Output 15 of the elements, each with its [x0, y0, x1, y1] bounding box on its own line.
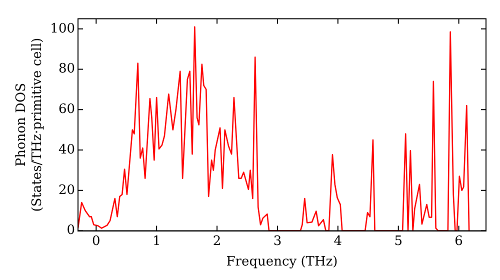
x-axis-title: Frequency (THz) [226, 254, 338, 270]
x-tick-label: 0 [92, 234, 100, 249]
x-tick-label: 2 [212, 234, 222, 249]
y-axis-title: Phonon DOS (States/THz·primitive cell) [14, 38, 45, 212]
x-tick-label: 6 [454, 234, 463, 249]
y-tick-label: 80 [58, 62, 76, 77]
y-tick-label: 100 [50, 21, 76, 36]
y-tick-label: 40 [58, 142, 76, 158]
x-tick-label: 1 [152, 234, 161, 249]
y-tick-label: 20 [58, 182, 76, 198]
x-tick-label: 5 [394, 234, 402, 249]
y-tick-label: 0 [66, 223, 76, 238]
x-tick-label: 3 [273, 234, 282, 249]
y-tick-label: 60 [58, 102, 76, 118]
x-tick-label: 4 [334, 234, 342, 249]
